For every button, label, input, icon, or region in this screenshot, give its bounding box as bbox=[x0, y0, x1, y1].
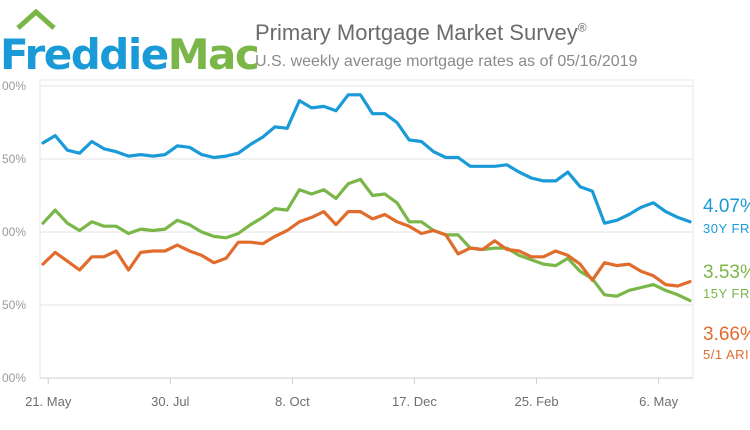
y-tick-label: 50% bbox=[2, 298, 26, 312]
x-tick-label: 25. Feb bbox=[514, 394, 558, 409]
series-line-5-1-arm bbox=[41, 210, 692, 288]
end-value-label: 3.66% bbox=[703, 324, 750, 345]
chart-title: Primary Mortgage Market Survey® bbox=[255, 20, 587, 45]
series-name-label: 30Y FR bbox=[703, 221, 750, 236]
x-tick-label: 17. Dec bbox=[392, 394, 437, 409]
chart-subtitle: U.S. weekly average mortgage rates as of… bbox=[255, 53, 638, 70]
house-icon bbox=[16, 8, 56, 30]
y-tick-label: 00% bbox=[2, 79, 26, 93]
freddie-mac-logo: FreddieMac bbox=[0, 6, 260, 79]
y-tick-label: 00% bbox=[2, 371, 26, 385]
y-tick-label: 00% bbox=[2, 225, 26, 239]
series-line-15y-frm bbox=[41, 177, 692, 303]
logo-word-freddie: Freddie bbox=[0, 30, 169, 79]
x-tick-label: 8. Oct bbox=[275, 394, 310, 409]
series-line-30y-frm bbox=[41, 93, 692, 225]
logo-wordmark: FreddieMac bbox=[0, 30, 260, 79]
x-tick-label: 30. Jul bbox=[151, 394, 189, 409]
y-tick-label: 50% bbox=[2, 152, 26, 166]
end-value-label: 4.07% bbox=[703, 196, 750, 217]
x-tick-label: 6. May bbox=[639, 394, 679, 409]
x-tick-label: 21. May bbox=[25, 394, 72, 409]
logo-word-mac: Mac bbox=[167, 30, 260, 79]
end-value-label: 3.53% bbox=[703, 262, 750, 283]
series-name-label: 5/1 ARI bbox=[703, 347, 750, 362]
series-name-label: 15Y FR bbox=[703, 286, 750, 301]
